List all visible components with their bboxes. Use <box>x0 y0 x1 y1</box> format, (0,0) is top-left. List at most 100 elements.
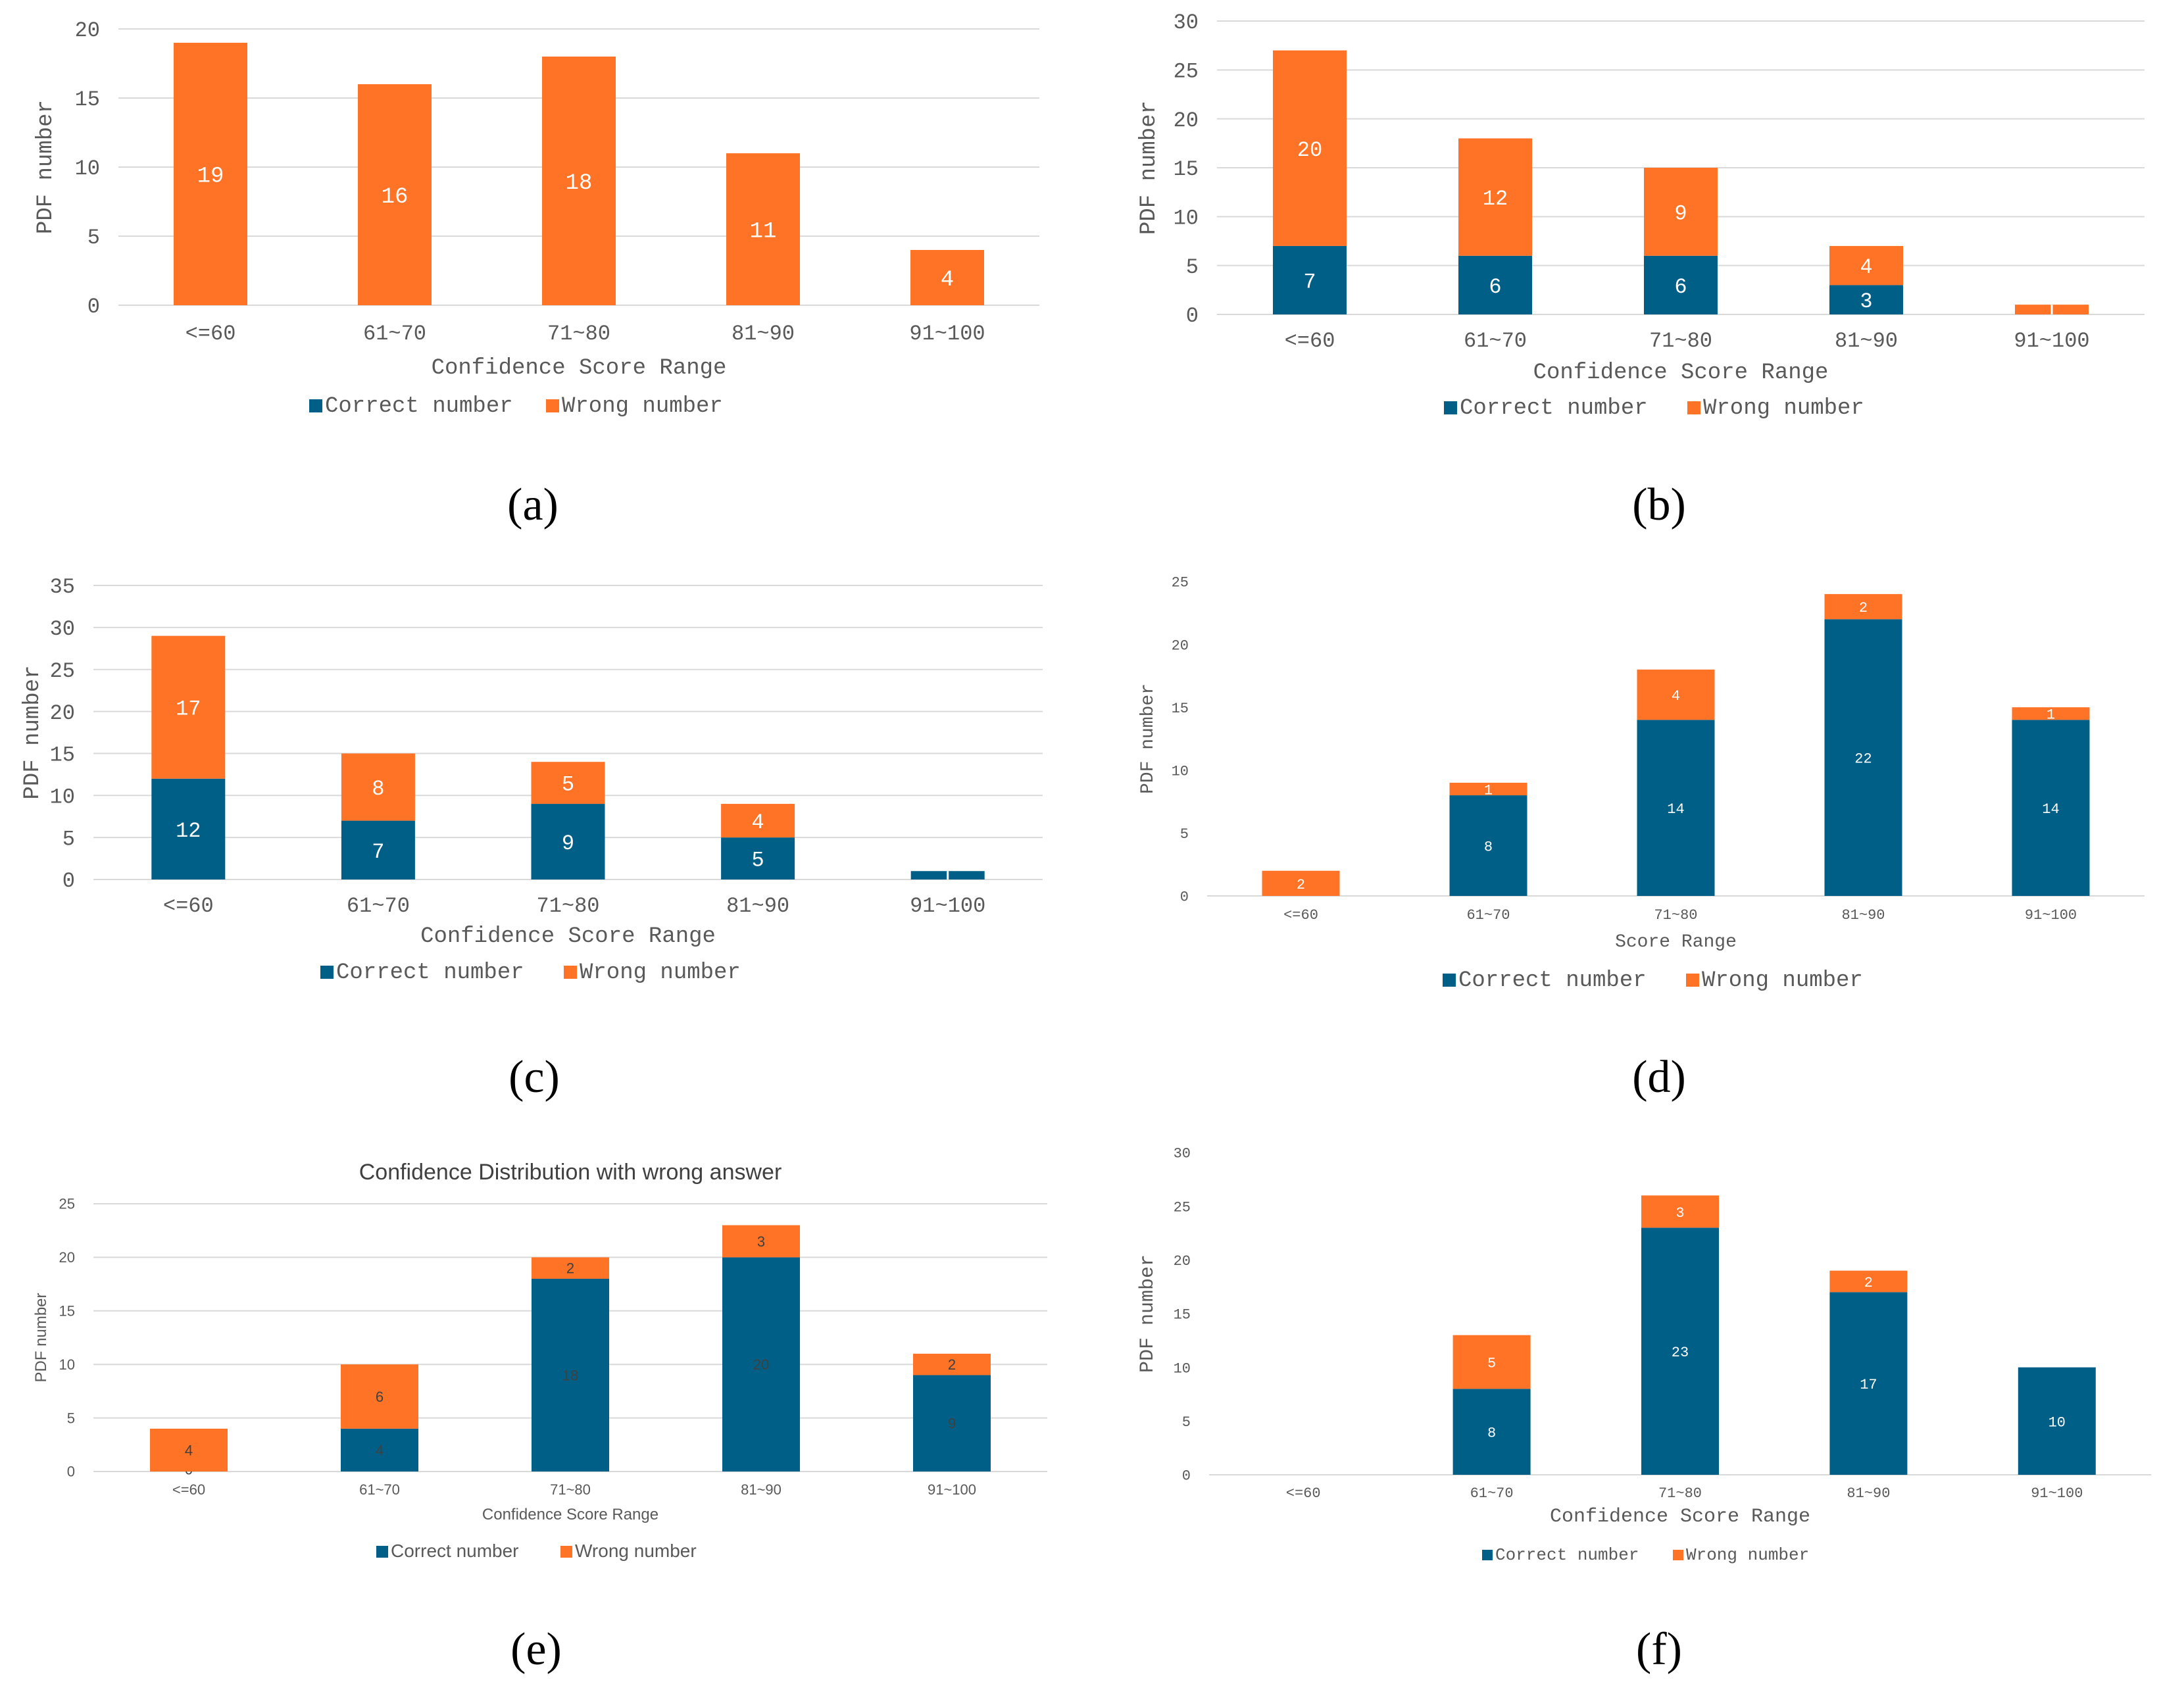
x-tick-label: <=60 <box>163 894 214 918</box>
x-tick-label: 91~100 <box>2014 329 2089 353</box>
y-tick-label: 0 <box>1180 889 1189 906</box>
x-axis-label: Confidence Score Range <box>432 356 727 381</box>
correct-bar <box>531 804 605 879</box>
x-tick-label: <=60 <box>1283 907 1318 924</box>
y-tick-label: 15 <box>1174 157 1199 182</box>
y-tick-label: 15 <box>1172 701 1189 717</box>
y-tick-label: 10 <box>1174 1360 1191 1377</box>
correct-bar <box>722 1257 800 1472</box>
bar-data-label: 5 <box>562 773 574 797</box>
legend-swatch-wrong <box>546 399 559 412</box>
y-tick-label: 0 <box>1182 1468 1191 1485</box>
bar-data-label: 18 <box>562 1367 578 1383</box>
x-tick-label: 91~100 <box>928 1481 976 1498</box>
legend-swatch-wrong <box>1687 401 1700 414</box>
legend-entry: Wrong number <box>580 960 741 985</box>
bar-data-label: 20 <box>753 1356 769 1373</box>
bar-data-label: 8 <box>1487 1425 1496 1442</box>
chart-panel-e: Confidence Distribution with wrong answe… <box>32 1160 1047 1675</box>
legend: Correct number Wrong number <box>309 394 723 419</box>
x-tick-label: 71~80 <box>1654 907 1697 924</box>
x-tick-label: 71~80 <box>550 1481 591 1498</box>
bar-data-label: 6 <box>376 1389 384 1405</box>
wrong-bar <box>1262 870 1340 896</box>
x-tick-label: 61~70 <box>1466 907 1510 924</box>
correct-bar <box>1641 1227 1719 1475</box>
y-axis-label: PDF number <box>1137 101 1162 235</box>
bar-data-label: 1 <box>2047 707 2055 724</box>
bar-data-label: 8 <box>372 777 384 801</box>
y-tick-label: 10 <box>50 785 75 809</box>
bar-data-label: 2 <box>1859 600 1868 616</box>
bar-data-label: 4 <box>1672 688 1680 705</box>
x-tick-label: <=60 <box>172 1481 205 1498</box>
chart-panel-a: 0 5 10 15 20 19 <=60 16 61~70 18 71~80 11 81~90 4 91~1… <box>34 18 1039 530</box>
correct-bar <box>1824 619 1902 896</box>
wrong-bar <box>1273 50 1347 246</box>
y-tick-label: 5 <box>62 827 75 851</box>
y-tick-label: 5 <box>87 226 100 250</box>
bar-data-label: 22 <box>1854 751 1872 768</box>
correct-bar <box>721 837 795 879</box>
y-tick-label: 20 <box>50 701 75 726</box>
x-tick-label: 61~70 <box>1470 1485 1514 1502</box>
legend: Correct number Wrong number <box>1444 396 1864 421</box>
x-tick-label: 81~90 <box>726 894 789 918</box>
x-tick-label: 61~70 <box>359 1481 400 1498</box>
bar-data-label: 14 <box>1667 801 1684 818</box>
y-tick-label: 15 <box>75 87 100 112</box>
bar-data-label: 5 <box>751 849 764 873</box>
wrong-bar <box>542 57 616 305</box>
legend: Correct number Wrong number <box>320 960 741 985</box>
x-tick-label: 71~80 <box>547 322 610 346</box>
legend-entry: Correct number <box>336 960 524 985</box>
wrong-bar <box>151 635 226 779</box>
y-axis-label: PDF number <box>32 1293 50 1382</box>
bar-data-label: 5 <box>1487 1355 1496 1372</box>
legend-swatch-wrong <box>1686 974 1699 987</box>
legend-entry: Wrong number <box>562 394 723 419</box>
correct-bar <box>2012 720 2090 896</box>
x-tick-label: 81~90 <box>741 1481 782 1498</box>
bar-data-label: 4 <box>1860 255 1872 280</box>
wrong-bar <box>150 1428 228 1472</box>
legend: Correct number Wrong number <box>376 1541 697 1561</box>
chart-panel-d: 05101520252<=608161~7014471~8022281~9014… <box>1138 575 2145 1102</box>
y-tick-label: 0 <box>67 1464 75 1480</box>
wrong-bar <box>341 753 415 821</box>
y-tick-label: 25 <box>1174 60 1199 84</box>
legend-swatch-correct <box>1444 401 1457 414</box>
wrong-bar <box>722 1225 800 1258</box>
correct-bar <box>1644 255 1718 314</box>
x-tick-label: 71~80 <box>536 894 599 918</box>
legend: Correct number Wrong number <box>1482 1545 1809 1565</box>
y-tick-label: 10 <box>75 157 100 181</box>
wrong-bar <box>726 153 800 305</box>
legend-swatch-wrong <box>1673 1550 1683 1560</box>
y-axis-label: PDF number <box>1137 1254 1159 1373</box>
legend-swatch-correct <box>376 1546 388 1558</box>
chart-panel-c: 0 5 10 15 20 25 30 35 12 17 <=60 7 8 61~70 9 5 71~80 5 4 81… <box>20 575 1043 1102</box>
wrong-bar <box>1829 245 1903 285</box>
x-tick-label: 91~100 <box>910 894 985 918</box>
x-tick-label: 81~90 <box>1841 907 1885 924</box>
correct-bar <box>2018 1367 2096 1475</box>
correct-bar <box>1449 795 1527 896</box>
bar-data-label: 4 <box>941 268 954 293</box>
y-tick-label: 0 <box>1186 304 1199 328</box>
y-tick-label: 5 <box>1186 255 1199 280</box>
y-tick-label: 15 <box>50 743 75 768</box>
y-tick-label: 25 <box>1172 575 1189 591</box>
bar-data-label: 6 <box>1674 275 1687 299</box>
bar-data-label: 9 <box>562 831 574 856</box>
correct-bar <box>913 1375 991 1472</box>
wrong-bar <box>341 1364 418 1429</box>
bar-data-label: 3 <box>1860 289 1872 314</box>
wrong-bar <box>913 1353 991 1375</box>
chart-panel-b: 0 5 10 15 20 25 30 7 20 <=60 6 12 61~70 6 9 71~80 3 4 81~9… <box>1137 11 2145 530</box>
panel-label: (f) <box>1636 1624 1682 1675</box>
y-tick-label: 15 <box>59 1303 75 1320</box>
bar-data-label: 14 <box>2042 801 2059 818</box>
panel-label: (a) <box>507 480 558 530</box>
